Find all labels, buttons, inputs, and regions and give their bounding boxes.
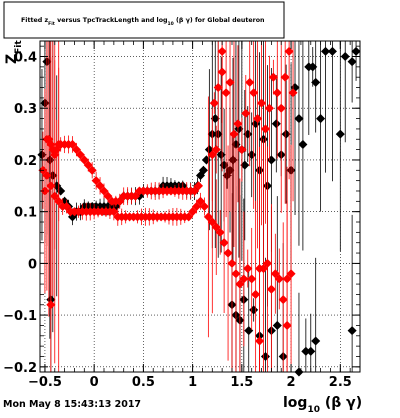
data-point bbox=[351, 46, 361, 56]
data-point bbox=[280, 72, 290, 82]
data-point bbox=[199, 201, 209, 212]
x-tick-label: 1.5 bbox=[230, 375, 253, 390]
data-point bbox=[216, 150, 226, 160]
data-point bbox=[213, 83, 223, 93]
data-point bbox=[233, 119, 243, 129]
data-point bbox=[83, 160, 93, 170]
data-point bbox=[245, 77, 255, 87]
data-point bbox=[190, 186, 200, 196]
data-point bbox=[272, 88, 282, 98]
data-point bbox=[281, 129, 291, 139]
data-point bbox=[217, 46, 227, 56]
data-point bbox=[198, 165, 208, 175]
data-point bbox=[184, 212, 194, 222]
data-point bbox=[207, 150, 217, 160]
data-point bbox=[188, 207, 198, 217]
data-point bbox=[240, 160, 250, 170]
data-point bbox=[193, 181, 204, 191]
data-point bbox=[268, 72, 278, 82]
x-tick-label: 0 bbox=[90, 375, 99, 390]
y-tick-label: 0 bbox=[28, 257, 37, 272]
y-tick-label: 0.3 bbox=[14, 102, 37, 117]
x-tick-label: −0.5 bbox=[28, 375, 62, 390]
data-point bbox=[321, 46, 331, 56]
data-point bbox=[192, 201, 202, 212]
data-point bbox=[95, 181, 105, 191]
data-point bbox=[231, 269, 241, 279]
x-tick-label: 1 bbox=[188, 375, 197, 390]
y-tick-label: 0.4 bbox=[14, 51, 37, 66]
data-point bbox=[75, 150, 85, 160]
data-point bbox=[46, 181, 56, 191]
timestamp-label: Mon May 8 15:43:13 2017 bbox=[3, 399, 142, 410]
x-tick-label: 0.5 bbox=[132, 375, 155, 390]
data-point bbox=[241, 108, 251, 118]
data-point bbox=[327, 46, 337, 56]
data-point bbox=[71, 145, 81, 155]
data-point bbox=[203, 212, 213, 222]
x-tick-label: 2 bbox=[287, 375, 296, 390]
data-point bbox=[249, 88, 259, 98]
data-point bbox=[223, 248, 233, 258]
data-point bbox=[228, 155, 238, 165]
data-point bbox=[243, 264, 253, 274]
data-point bbox=[271, 119, 281, 129]
data-point bbox=[221, 88, 231, 98]
data-point bbox=[239, 274, 249, 284]
data-point bbox=[288, 88, 298, 98]
data-point bbox=[227, 258, 237, 268]
data-point bbox=[62, 201, 72, 212]
plot-frame bbox=[39, 40, 361, 373]
data-point bbox=[91, 176, 101, 186]
data-point bbox=[210, 114, 220, 124]
data-point bbox=[211, 145, 221, 155]
data-point bbox=[207, 217, 217, 227]
data-point bbox=[209, 98, 219, 108]
axes: −0.5 0 0.5 1 1.5 2 2.5 −0.2 −0.1 0 0.1 0.2 0.3 0.4 bbox=[3, 41, 360, 390]
data-point bbox=[247, 274, 257, 284]
data-point bbox=[276, 103, 286, 113]
data-point bbox=[42, 170, 52, 180]
data-point bbox=[99, 186, 109, 196]
data-point bbox=[50, 191, 60, 201]
data-point bbox=[195, 196, 206, 206]
data-point bbox=[294, 114, 304, 124]
x-axis-label: log10 (β γ) bbox=[283, 395, 362, 414]
data-point bbox=[251, 289, 261, 299]
data-point bbox=[130, 191, 141, 201]
data-point bbox=[87, 165, 97, 175]
data-point bbox=[316, 114, 326, 124]
y-tick-label: 0.1 bbox=[14, 206, 37, 221]
y-tick-label: 0.2 bbox=[14, 154, 37, 169]
chart-title: Fitted zFit versus TpcTrackLength and lo… bbox=[21, 17, 265, 27]
data-point bbox=[257, 98, 267, 108]
data-point bbox=[67, 139, 78, 149]
data-point bbox=[211, 222, 221, 232]
data-point bbox=[45, 155, 55, 165]
data-point bbox=[219, 238, 229, 248]
data-point bbox=[109, 207, 119, 217]
data-point bbox=[264, 103, 274, 113]
data-point bbox=[244, 326, 254, 336]
y-axis-label: ZFit bbox=[4, 40, 24, 64]
data-point bbox=[215, 227, 225, 237]
data-point bbox=[311, 77, 321, 87]
data-point bbox=[335, 129, 345, 139]
y-tick-label: −0.2 bbox=[3, 361, 37, 376]
x-tick-label: 2.5 bbox=[329, 375, 352, 390]
series-red bbox=[38, 41, 298, 372]
data-point bbox=[298, 139, 308, 149]
data-point bbox=[103, 191, 113, 201]
data-point bbox=[253, 114, 263, 124]
data-point bbox=[235, 279, 245, 289]
data-point bbox=[225, 77, 235, 87]
title-box: Fitted zFit versus TpcTrackLength and lo… bbox=[3, 1, 285, 39]
data-point bbox=[79, 155, 89, 165]
data-point bbox=[115, 196, 125, 206]
data-point bbox=[54, 196, 64, 206]
y-tick-label: −0.1 bbox=[3, 309, 37, 324]
